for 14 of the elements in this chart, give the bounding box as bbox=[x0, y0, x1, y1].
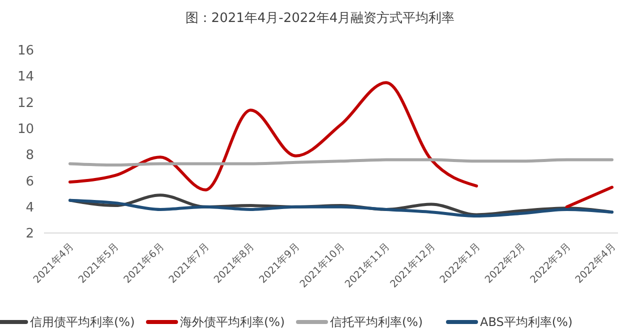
y-tick-label: 12 bbox=[17, 96, 34, 111]
legend-label: 信用债平均利率(%) bbox=[30, 315, 135, 330]
y-tick-label: 8 bbox=[26, 148, 34, 164]
y-tick-label: 10 bbox=[17, 122, 34, 137]
legend-label: ABS平均利率(%) bbox=[480, 315, 573, 330]
y-tick-label: 6 bbox=[26, 174, 34, 190]
y-tick-label: 4 bbox=[26, 200, 34, 216]
legend-label: 信托平均利率(%) bbox=[330, 315, 423, 330]
y-tick-label: 16 bbox=[17, 44, 34, 59]
legend-label: 海外债平均利率(%) bbox=[180, 315, 285, 330]
y-tick-label: 2 bbox=[26, 226, 34, 242]
y-tick-label: 14 bbox=[17, 70, 34, 85]
chart-title: 图：2021年4月-2022年4月融资方式平均利率 bbox=[185, 10, 455, 26]
line-series bbox=[68, 198, 614, 218]
